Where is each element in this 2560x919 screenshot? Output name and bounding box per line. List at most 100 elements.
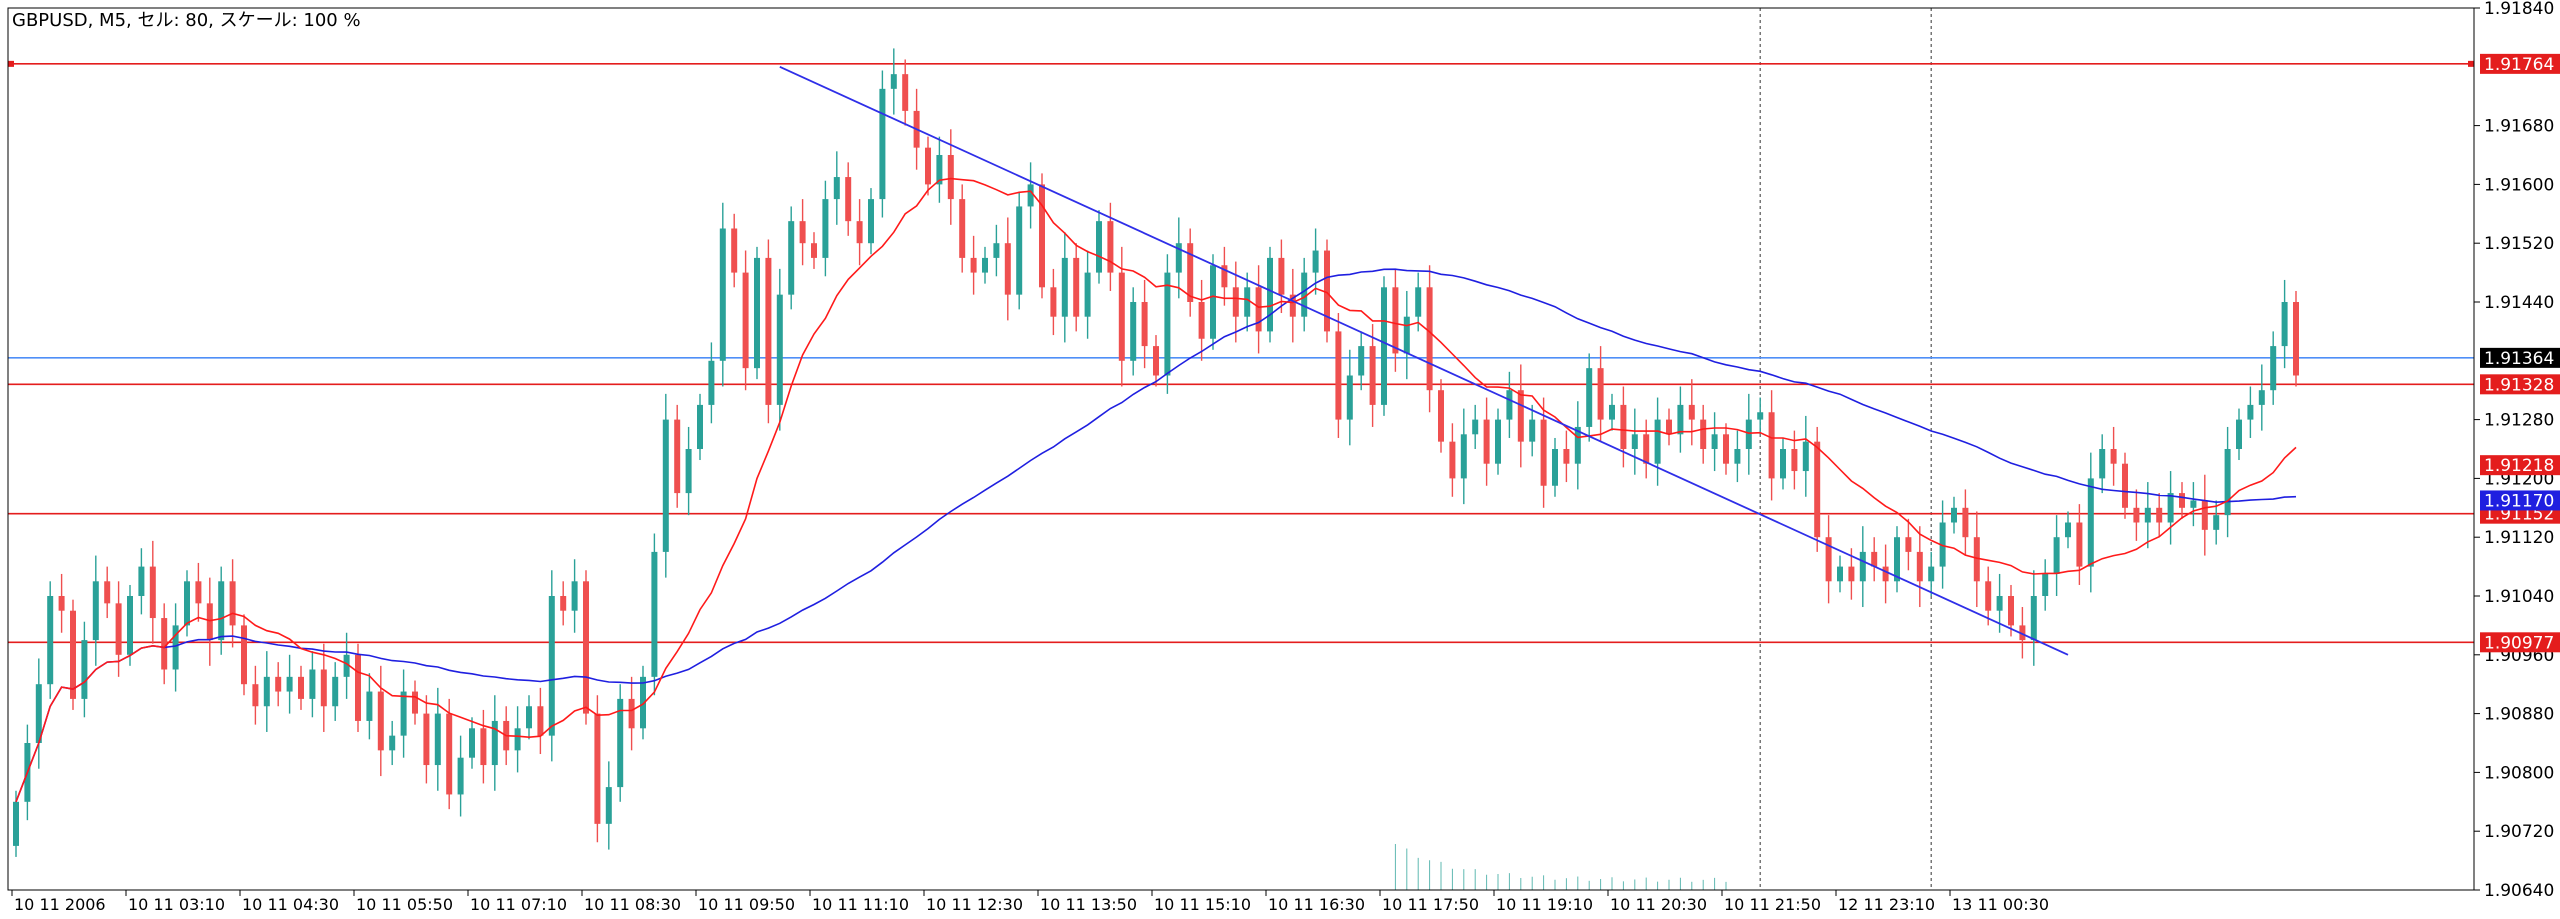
candle-body [161, 618, 168, 670]
trendline[interactable] [779, 65, 2069, 656]
grid-layer [1759, 8, 1932, 890]
candle-body [526, 706, 532, 729]
candle-body [1221, 265, 1228, 288]
candle-body [434, 713, 441, 766]
candle-body [1723, 434, 1729, 464]
candle-body [811, 243, 817, 258]
candle-body [1677, 404, 1684, 435]
candle-body [2087, 478, 2094, 567]
candle-body [1563, 449, 1570, 464]
candle-body [172, 625, 179, 670]
x-tick-label: 10 11 07:10 [470, 895, 567, 914]
candle-body [1164, 272, 1171, 376]
y-tick-label: 1.90880 [2484, 705, 2554, 725]
candle-body [1859, 551, 1866, 582]
level-price-tag-label: 1.90977 [2484, 633, 2554, 653]
candle-body [754, 257, 760, 369]
volume-layer [1394, 844, 1727, 890]
level-handle-right[interactable] [2468, 60, 2474, 67]
candle-body [1768, 412, 1775, 479]
x-tick-label: 10 11 21:50 [1724, 895, 1821, 914]
candle-body [115, 603, 122, 655]
candle-body [1312, 250, 1319, 273]
candle-body [868, 199, 874, 244]
candle-body [617, 698, 624, 788]
candle-body [1392, 287, 1399, 354]
candle-body [833, 177, 840, 200]
candle-body [1916, 551, 1923, 582]
candle-body [491, 720, 498, 766]
candle-body [822, 199, 829, 258]
candle-body [1654, 419, 1661, 464]
candle-body [2281, 302, 2288, 347]
candle-body [1517, 390, 1524, 442]
candle-body [560, 596, 567, 611]
candle-body [1096, 221, 1102, 273]
x-tick-label: 12 11 23:10 [1838, 895, 1935, 914]
y-tick-label: 1.91280 [2484, 411, 2554, 431]
candle-body [731, 228, 738, 273]
candle-body [1141, 302, 1148, 347]
horizontal-levels-layer[interactable] [8, 60, 2474, 644]
candle-body [1118, 272, 1125, 361]
candle-body [537, 706, 544, 736]
candle-body [2179, 493, 2185, 508]
y-tick-label: 1.91680 [2484, 117, 2554, 137]
candle-body [58, 596, 65, 611]
x-tick-label: 10 11 16:30 [1268, 895, 1365, 914]
level-handle-left[interactable] [8, 60, 14, 67]
candle-body [674, 419, 681, 494]
candle-body [879, 88, 886, 200]
candle-body [2224, 449, 2231, 516]
candle-body [70, 610, 76, 699]
x-tick-label: 10 11 13:50 [1040, 895, 1137, 914]
x-tick-label: 10 11 11:10 [812, 895, 909, 914]
level-price-tag-box [2480, 53, 2560, 74]
candle-body [776, 294, 783, 405]
trendline-layer[interactable] [779, 65, 2069, 656]
candle-body [35, 684, 42, 743]
candle-body [845, 177, 852, 222]
candle-body [1791, 449, 1798, 472]
candle-body [241, 625, 247, 685]
candle-body [1734, 449, 1741, 464]
candle-body [514, 728, 521, 751]
candle-body [1369, 346, 1376, 405]
candle-body [1438, 390, 1444, 442]
indicator-price-tag-label: 1.91218 [2484, 456, 2554, 476]
candle-body [2008, 596, 2014, 626]
candle-body [719, 228, 726, 361]
candle-body [1814, 441, 1821, 538]
candle-body [1540, 419, 1547, 486]
candle-body [480, 728, 487, 766]
slow-moving-average-line [15, 268, 2297, 803]
candle-body [1996, 596, 2003, 611]
candle-body [1586, 368, 1593, 427]
candle-body [742, 272, 749, 369]
candle-body [355, 654, 361, 721]
x-tick-label: 10 11 03:10 [128, 895, 225, 914]
candle-body [959, 199, 966, 258]
candle-body [1985, 581, 1992, 611]
x-tick-label: 10 11 09:50 [698, 895, 795, 914]
candle-body [1449, 441, 1456, 479]
candle-body [2190, 500, 2197, 508]
candle-body [970, 257, 977, 273]
candle-body [1289, 294, 1296, 317]
candle-body [1073, 257, 1080, 317]
candle-body [548, 596, 555, 736]
candle-body [605, 787, 612, 824]
fast-moving-average-line [15, 177, 2297, 803]
candle-body [1255, 287, 1262, 332]
x-tick-label: 10 11 08:30 [584, 895, 681, 914]
candle-body [1574, 426, 1581, 464]
x-tick-label: 10 11 20:30 [1610, 895, 1707, 914]
candle-body [263, 676, 270, 707]
plot-frame [7, 7, 2475, 891]
candle-body [218, 581, 225, 641]
candle-body [149, 566, 156, 619]
y-tick-label: 1.91520 [2484, 234, 2554, 254]
candle-body [332, 676, 339, 707]
candle-body [2270, 346, 2277, 391]
